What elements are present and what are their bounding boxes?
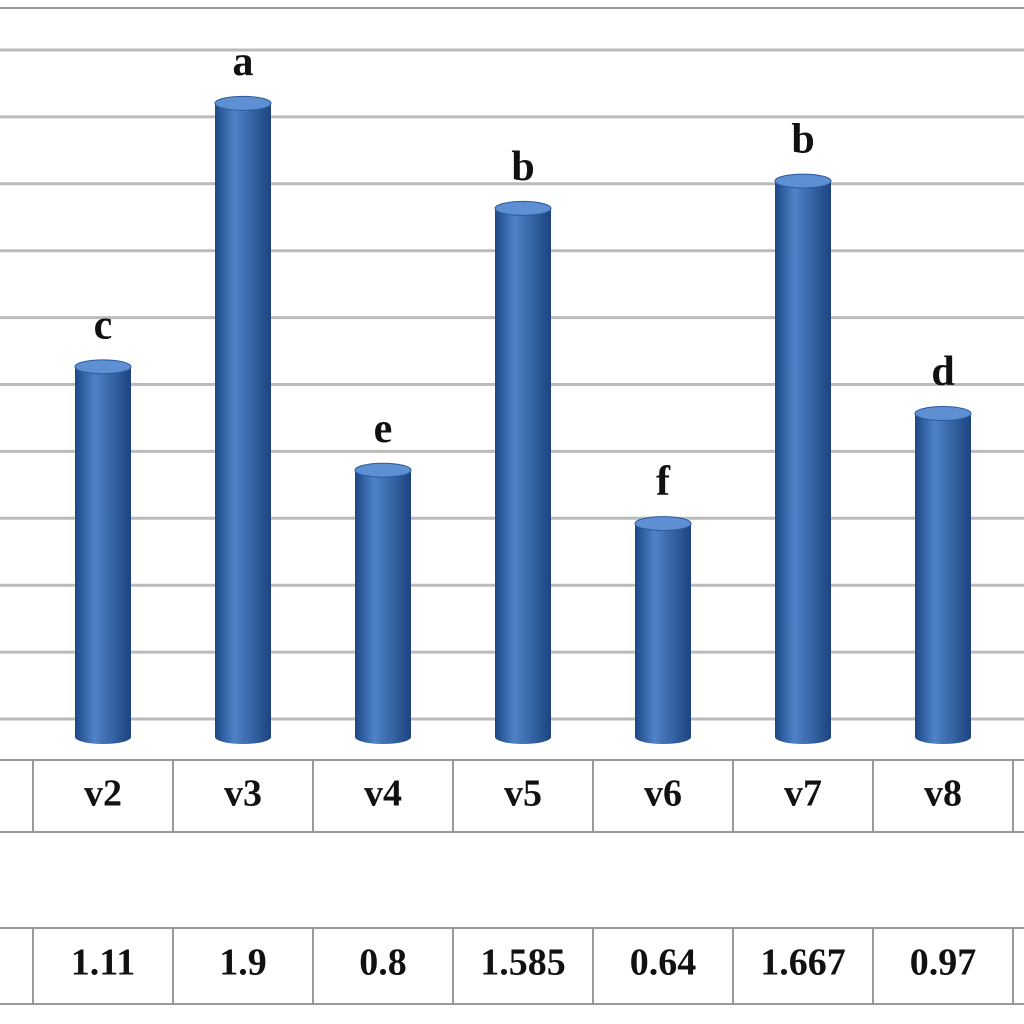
- bar-top: [494, 200, 552, 216]
- bar-body: [215, 103, 271, 744]
- bar-top: [74, 359, 132, 375]
- significance-letter: d: [931, 349, 954, 395]
- bar-top: [914, 406, 972, 422]
- bar: [634, 516, 692, 744]
- bar-body: [75, 366, 131, 744]
- value-label: 1.9: [219, 942, 267, 984]
- category-label: v7: [784, 773, 822, 815]
- bar: [914, 406, 972, 744]
- bar: [354, 462, 412, 744]
- bar-body: [775, 181, 831, 744]
- bar-body: [635, 523, 691, 744]
- significance-letter: b: [511, 144, 534, 190]
- value-label: 0.8: [359, 942, 407, 984]
- value-label: 1.585: [480, 942, 566, 984]
- bar-body: [355, 470, 411, 744]
- significance-letter: a: [233, 39, 254, 85]
- category-label: v3: [224, 773, 262, 815]
- value-label: 1.667: [760, 942, 846, 984]
- bar: [214, 95, 272, 744]
- category-label: v5: [504, 773, 542, 815]
- bar-body: [495, 208, 551, 745]
- frame: [0, 7, 1024, 1005]
- bar-top: [214, 95, 272, 111]
- category-label: v8: [924, 773, 962, 815]
- bar-body: [915, 413, 971, 744]
- significance-letter: f: [656, 459, 671, 505]
- bar: [774, 173, 832, 744]
- significance-letter: c: [94, 302, 113, 348]
- bar-top: [774, 173, 832, 189]
- significance-letter: b: [791, 117, 814, 163]
- value-label: 0.64: [630, 942, 697, 984]
- significance-letter: e: [374, 406, 393, 452]
- category-label: v2: [84, 773, 122, 815]
- value-label: 0.97: [910, 942, 977, 984]
- bar-top: [354, 462, 412, 478]
- category-label: v4: [364, 773, 402, 815]
- category-label: v6: [644, 773, 682, 815]
- bar-top: [634, 516, 692, 532]
- bar: [494, 200, 552, 745]
- value-label: 1.11: [71, 942, 135, 984]
- bar: [74, 359, 132, 744]
